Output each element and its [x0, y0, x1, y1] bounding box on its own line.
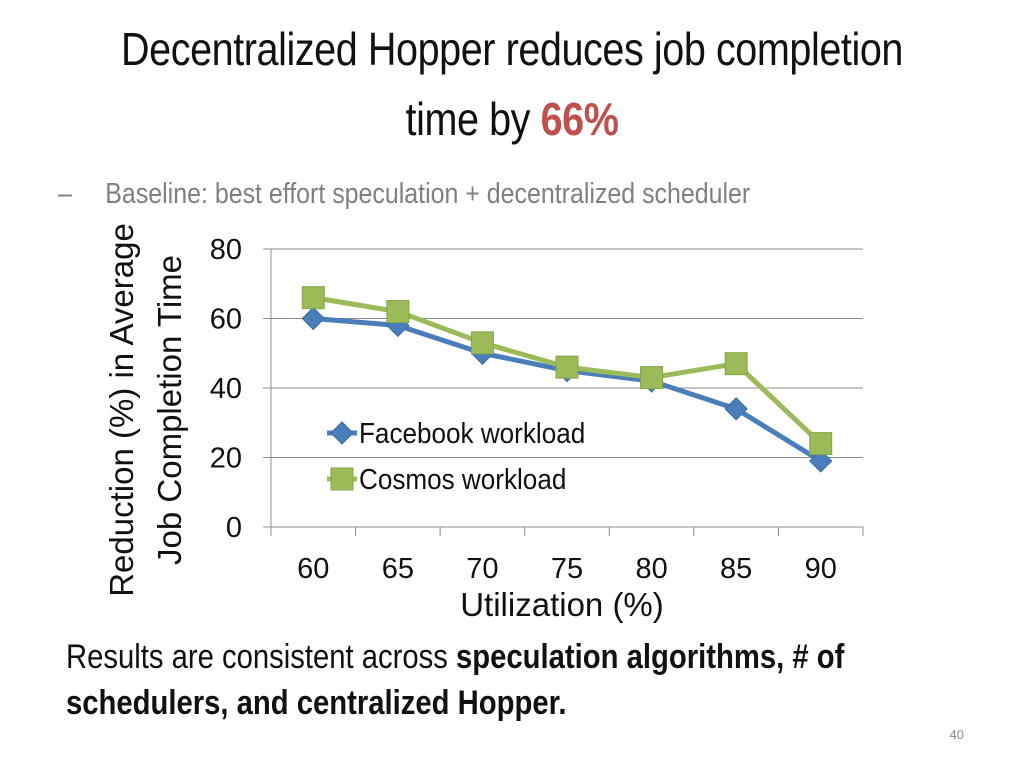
- facebook-point-90: [809, 449, 833, 473]
- cosmos-point-75: [555, 355, 579, 379]
- bullet-text: Baseline: best effort speculation + dece…: [105, 178, 751, 210]
- footer-note: Results are consistent across speculatio…: [66, 634, 960, 726]
- cosmos-point-85: [724, 352, 748, 376]
- title-line-1: Decentralized Hopper reduces job complet…: [121, 23, 903, 75]
- legend-marker-facebook: [330, 421, 354, 445]
- legend-label-facebook: Facebook workload: [359, 417, 585, 450]
- x-tick-label-75: 75: [551, 553, 583, 585]
- title-prefix: time by: [405, 93, 541, 145]
- y-tick-label-60: 60: [210, 304, 242, 336]
- y-tick-label-80: 80: [210, 234, 242, 266]
- x-tick-label-70: 70: [466, 553, 498, 585]
- x-tick-label-85: 85: [720, 553, 752, 585]
- x-axis-title: Utilization (%): [460, 586, 664, 623]
- y-axis-title-line1: Reduction (%) in Average: [103, 223, 140, 597]
- x-tick-label-60: 60: [297, 553, 329, 585]
- baseline-bullet: – Baseline: best effort speculation + dec…: [58, 178, 750, 211]
- footer-prefix: Results are consistent across: [66, 638, 457, 676]
- x-tick-label-90: 90: [805, 553, 837, 585]
- title-line-2: time by 66%: [72, 84, 953, 154]
- legend-label-cosmos: Cosmos workload: [359, 463, 566, 496]
- series: [301, 286, 833, 473]
- footer-bold: speculation algorithms, # of schedulers,…: [66, 638, 845, 722]
- y-tick-label-20: 20: [210, 443, 242, 475]
- slide-title: Decentralized Hopper reduces job complet…: [72, 14, 953, 154]
- cosmos-point-60: [301, 286, 325, 310]
- slide-number: 40: [949, 727, 964, 742]
- x-tick-label-65: 65: [382, 553, 414, 585]
- facebook-point-85: [724, 397, 748, 421]
- axes: 0 20 40 60 80 60 65 70 75 80 85 90: [210, 234, 864, 585]
- cosmos-point-70: [470, 331, 494, 355]
- legend-marker-cosmos: [330, 467, 354, 491]
- y-tick-label-40: 40: [210, 373, 242, 405]
- cosmos-point-90: [809, 432, 833, 456]
- y-axis-title-line2: Job Completion Time: [151, 255, 188, 565]
- cosmos-point-80: [640, 366, 664, 390]
- labels: Utilization (%) Reduction (%) in Average…: [103, 223, 664, 623]
- bullet-dash: –: [58, 178, 72, 210]
- title-highlight: 66%: [540, 93, 619, 145]
- facebook-point-60: [301, 306, 325, 331]
- legend: Facebook workload Cosmos workload: [327, 417, 585, 496]
- y-tick-label-0: 0: [226, 512, 242, 544]
- cosmos-point-65: [386, 300, 410, 324]
- x-tick-label-80: 80: [635, 553, 667, 585]
